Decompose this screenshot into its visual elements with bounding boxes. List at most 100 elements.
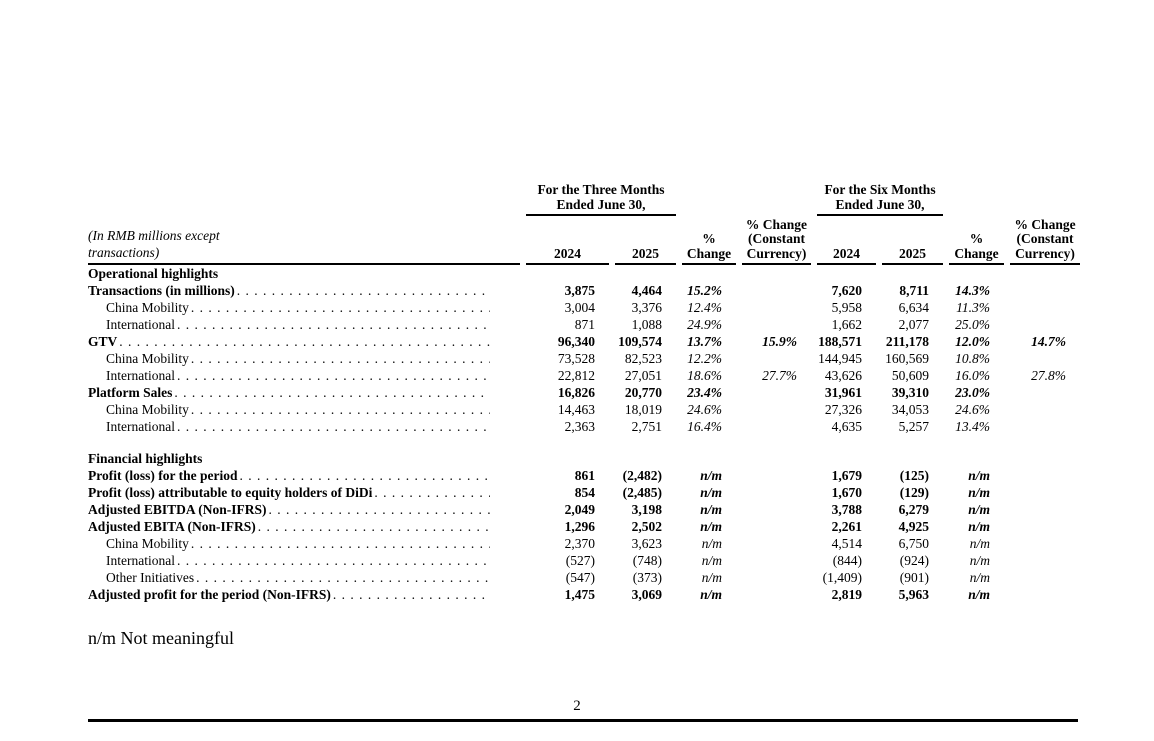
column-group-row: For the Three Months Ended June 30, For …	[88, 181, 1080, 216]
cell-value	[1004, 401, 1080, 418]
cell-value: 12.0%	[955, 334, 991, 349]
table-row: China Mobility 2,370 3,623 n/m 4,514 6,750 n/m	[88, 535, 1080, 552]
empty-cell	[736, 181, 811, 216]
cell-value: (901)	[899, 570, 930, 585]
cell-value	[736, 586, 811, 603]
empty-cell	[1004, 450, 1080, 467]
cell-value: 1,679	[831, 468, 862, 483]
cell-value: n/m	[968, 502, 991, 517]
table-row: Adjusted EBITA (Non-IFRS) 1,296 2,502 n/m 2,…	[88, 518, 1080, 535]
cell-value: 27,051	[624, 368, 662, 383]
section-title: Operational highlights	[88, 266, 219, 281]
cell-value: n/m	[969, 570, 991, 585]
dot-leader	[177, 552, 490, 569]
cell-value: (748)	[632, 553, 662, 568]
cell-value: n/m	[968, 485, 991, 500]
table-row: China Mobility 73,528 82,523 12.2% 144,945 16…	[88, 350, 1080, 367]
cell-value: 3,875	[564, 283, 595, 298]
table-area: For the Three Months Ended June 30, For …	[88, 181, 1081, 603]
cell-value: (527)	[565, 553, 595, 568]
cell-value: 3,004	[564, 300, 595, 315]
cell-value: 82,523	[624, 351, 662, 366]
empty-cell	[736, 450, 811, 467]
cell-value: 43,626	[824, 368, 862, 383]
cell-value	[1004, 282, 1080, 299]
cell-value: 14.7%	[1031, 334, 1067, 349]
cell-value: 4,514	[831, 536, 862, 551]
cell-value	[1004, 518, 1080, 535]
cell-value: 1,296	[564, 519, 595, 534]
cell-value	[1004, 418, 1080, 435]
cell-value	[1004, 569, 1080, 586]
cell-value: n/m	[701, 553, 722, 568]
row-label: China Mobility	[106, 536, 189, 551]
unit-note-line: (In RMB millions except	[88, 228, 220, 243]
cell-value: 12.2%	[687, 351, 722, 366]
cell-value: 16.4%	[687, 419, 722, 434]
financial-highlights-table: For the Three Months Ended June 30, For …	[88, 181, 1081, 603]
cell-value	[1004, 384, 1080, 401]
cell-value: n/m	[701, 536, 722, 551]
row-label: International	[106, 419, 175, 434]
dot-leader	[177, 418, 490, 435]
cell-value	[1004, 501, 1080, 518]
cell-value: 18,019	[624, 402, 662, 417]
empty-cell	[676, 181, 736, 216]
row-label: China Mobility	[106, 402, 189, 417]
table-row: International 22,812 27,051 18.6% 27.7% 43,62…	[88, 367, 1080, 384]
dot-leader	[269, 501, 490, 518]
table-row: Transactions (in millions) 3,875 4,464 15.2…	[88, 282, 1080, 299]
footnote: n/m Not meaningful	[88, 628, 234, 648]
table-row: Other Initiatives (547) (373) n/m (1,409) (90…	[88, 569, 1080, 586]
col-header-2025-h1: 2025	[882, 246, 944, 265]
section-title: Financial highlights	[88, 451, 203, 466]
empty-cell	[609, 265, 676, 282]
row-label: International	[106, 368, 175, 383]
page-number: 2	[573, 698, 581, 714]
cell-value: 6,634	[898, 300, 930, 315]
cell-value: (129)	[899, 485, 930, 500]
cell-value: 18.6%	[687, 368, 722, 383]
cell-value	[1004, 484, 1080, 501]
group-header-six-months: For the Six Months Ended June 30,	[817, 182, 944, 216]
empty-cell	[609, 450, 676, 467]
cell-value: 8,711	[899, 283, 930, 298]
cell-value: n/m	[968, 468, 991, 483]
cell-value: 1,662	[831, 317, 862, 332]
cell-value: 34,053	[891, 402, 930, 417]
dot-leader	[191, 535, 490, 552]
cell-value: 24.6%	[687, 402, 722, 417]
cell-value	[736, 501, 811, 518]
row-label: Adjusted EBITDA (Non-IFRS)	[88, 502, 267, 517]
cell-value	[736, 467, 811, 484]
cell-value: 14.3%	[955, 283, 991, 298]
empty-cell	[943, 450, 1004, 467]
table-row: Adjusted profit for the period (Non-IFRS…	[88, 586, 1080, 603]
cell-value: n/m	[968, 519, 991, 534]
cell-value: (2,482)	[622, 468, 662, 483]
cell-value: (924)	[899, 553, 930, 568]
col-header-2024-q2: 2024	[526, 246, 609, 265]
table-row: International (527) (748) n/m (844) (924) n/m	[88, 552, 1080, 569]
cell-value: 6,750	[898, 536, 930, 551]
cell-value: 2,363	[564, 419, 595, 434]
row-label: China Mobility	[106, 300, 189, 315]
empty-cell	[1004, 265, 1080, 282]
table-row: Adjusted EBITDA (Non-IFRS) 2,049 3,198 n/m 3…	[88, 501, 1080, 518]
row-label: Adjusted profit for the period (Non-IFRS…	[88, 587, 331, 602]
column-header-row: (In RMB millions except transactions) 20…	[88, 216, 1081, 265]
cell-value	[1004, 350, 1080, 367]
cell-value: 4,464	[631, 283, 662, 298]
col-header-pct-change-h1: % Change	[949, 231, 1005, 265]
cell-value: 15.2%	[687, 283, 722, 298]
cell-value	[1004, 299, 1080, 316]
cell-value: 22,812	[557, 368, 595, 383]
cell-value: 3,788	[831, 502, 862, 517]
dot-leader	[237, 282, 490, 299]
cell-value: 1,475	[564, 587, 595, 602]
dot-leader	[191, 401, 490, 418]
cell-value	[1004, 316, 1080, 333]
cell-value: 4,635	[831, 419, 862, 434]
group-title-line: Ended June 30,	[556, 197, 646, 212]
empty-cell	[676, 450, 736, 467]
